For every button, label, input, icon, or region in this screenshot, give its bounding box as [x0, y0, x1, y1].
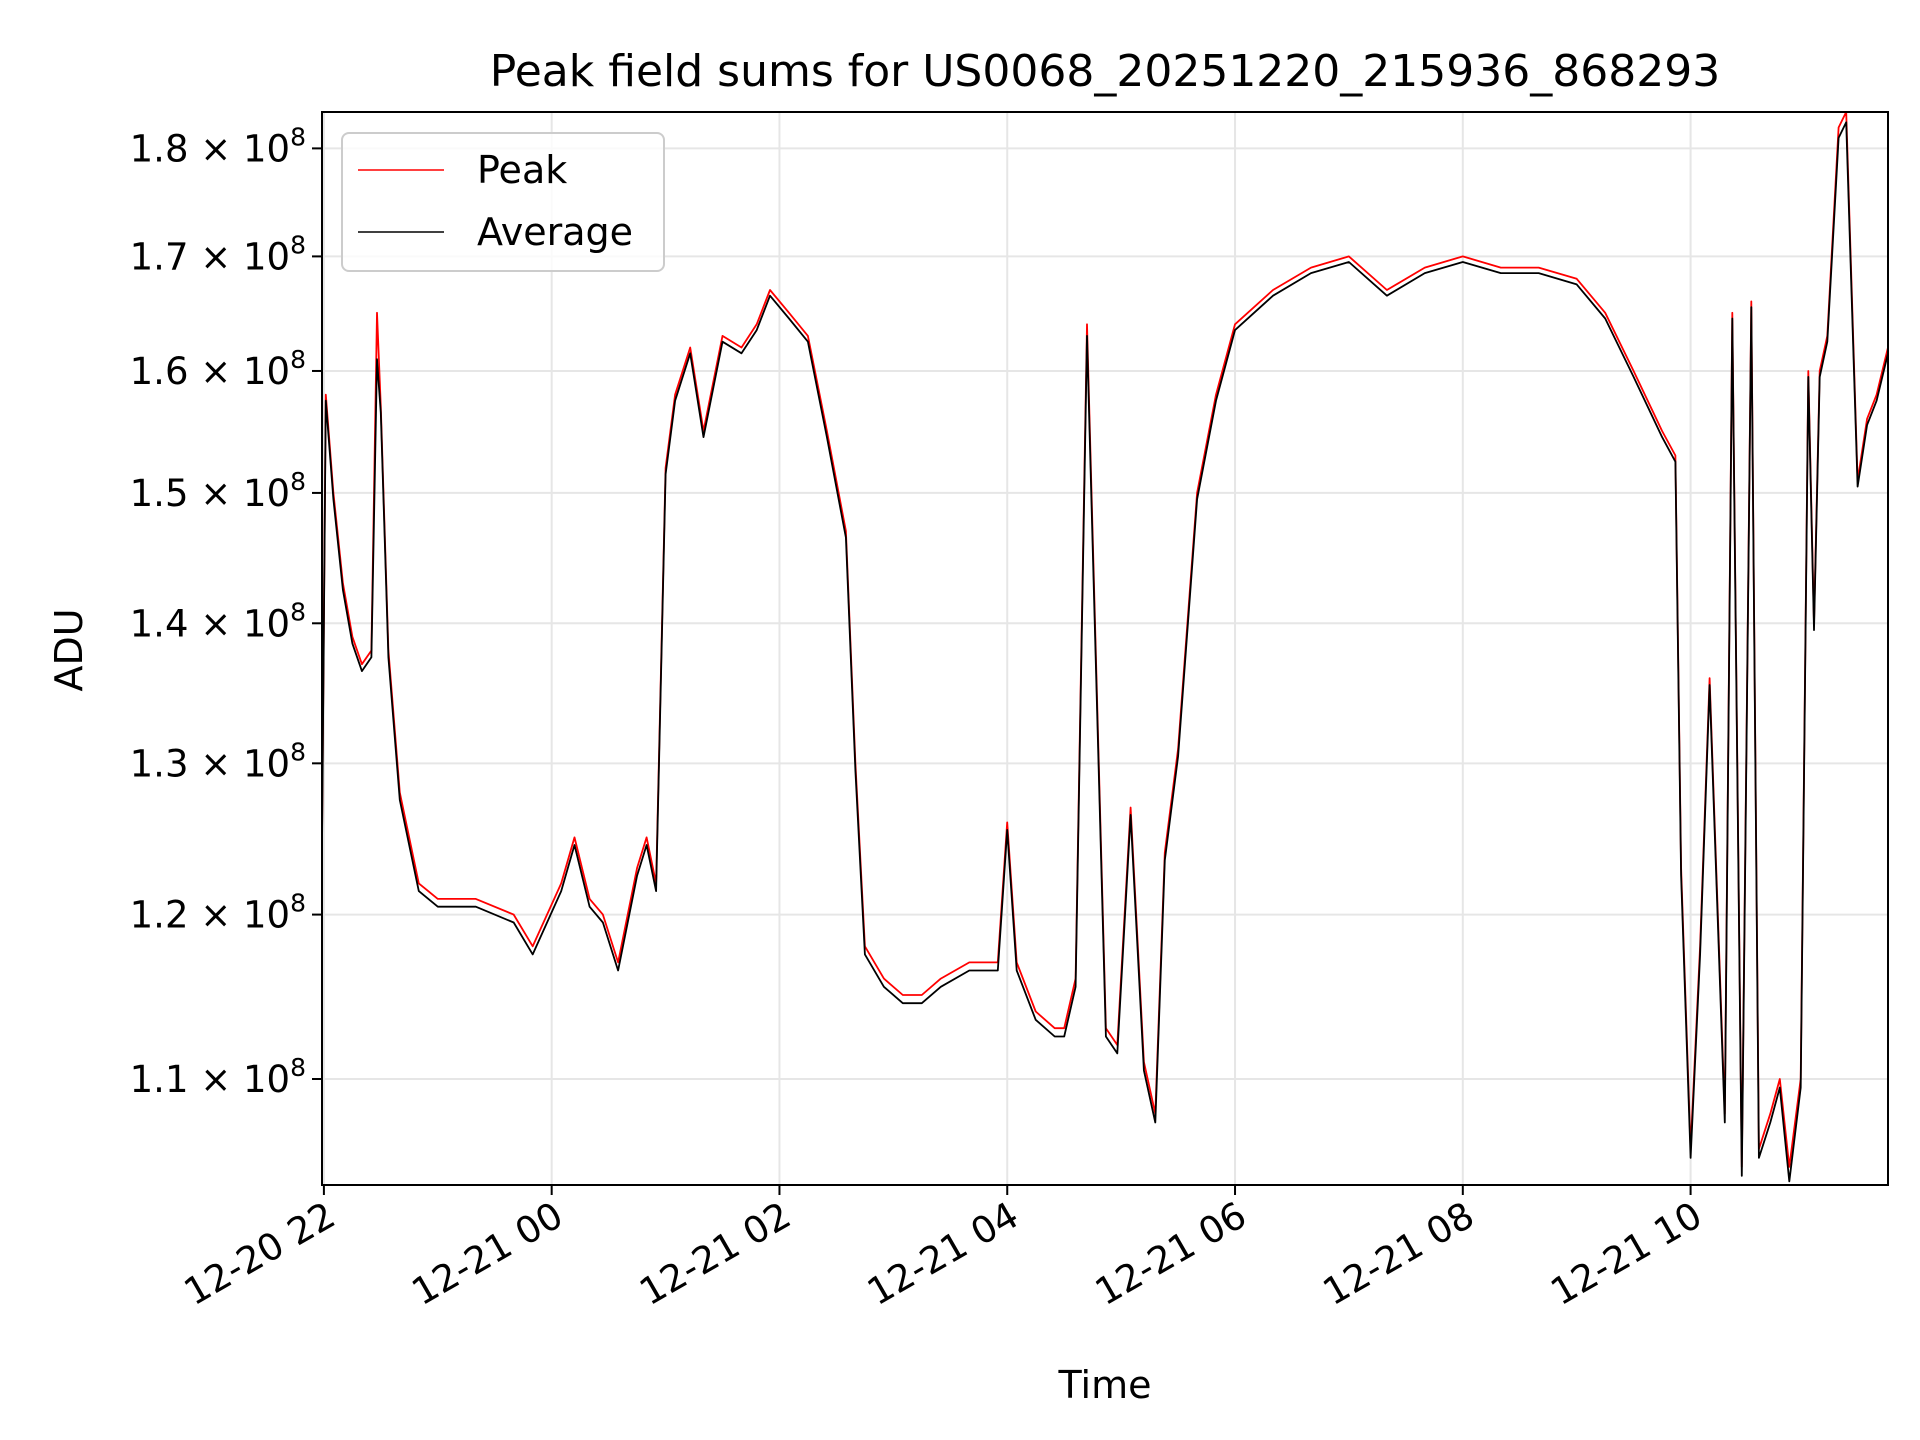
y-tick-label: 1.4 × 108: [130, 597, 306, 645]
y-tick-label: 1.8 × 108: [130, 122, 306, 170]
y-tick-label: 1.6 × 108: [130, 345, 306, 393]
series-line-average: [321, 121, 1889, 1183]
x-axis-label: Time: [1058, 1363, 1152, 1407]
legend: Peak Average: [341, 132, 665, 272]
series-lines: [321, 111, 1889, 1183]
legend-peak-label: Peak: [477, 148, 567, 192]
chart-title: Peak field sums for US0068_20251220_2159…: [490, 46, 1720, 97]
legend-average-label: Average: [477, 210, 633, 254]
y-tick-label: 1.5 × 108: [130, 467, 306, 515]
y-tick-label: 1.2 × 108: [130, 889, 306, 937]
y-axis-label: ADU: [47, 608, 91, 691]
plot-frame: [321, 111, 1889, 1186]
y-axis-ticks: 1.1 × 108 1.2 × 108 1.3 × 108 1.4 × 108 1.5 …: [130, 122, 322, 1101]
grid: [322, 112, 1888, 1185]
y-tick-label: 1.1 × 108: [130, 1053, 306, 1101]
y-tick-label: 1.7 × 108: [130, 230, 306, 278]
y-tick-label: 1.3 × 108: [130, 737, 306, 785]
legend-box: [341, 132, 665, 272]
